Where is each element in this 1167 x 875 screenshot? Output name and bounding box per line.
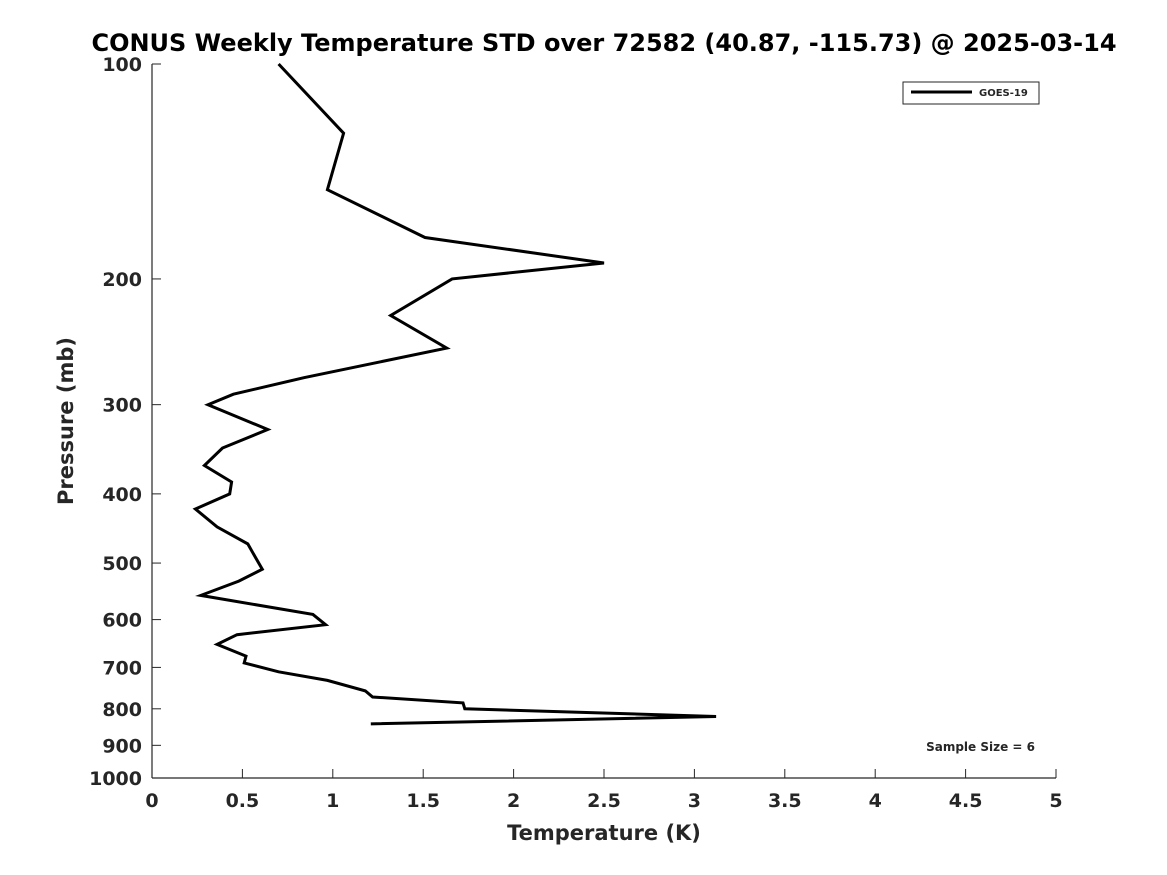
x-tick-label: 3	[688, 790, 701, 812]
x-tick-label: 4	[869, 790, 882, 812]
legend: GOES-19	[902, 81, 1040, 105]
y-axis-label: Pressure (mb)	[54, 337, 78, 505]
x-tick-label: 0.5	[226, 790, 260, 812]
x-tick-label: 3.5	[768, 790, 802, 812]
y-ticks: 100 200 300 400 500 600 700 800 900 1000	[89, 54, 161, 790]
chart-title: CONUS Weekly Temperature STD over 72582 …	[91, 29, 1116, 57]
y-tick-label: 100	[102, 54, 142, 76]
series-line-goes-19	[192, 62, 717, 726]
y-tick-label: 200	[102, 269, 142, 291]
x-tick-label: 5	[1049, 790, 1062, 812]
y-tick-label: 700	[102, 657, 142, 679]
y-tick-label: 800	[102, 699, 142, 721]
y-tick-label: 600	[102, 610, 142, 632]
y-tick-label: 500	[102, 553, 142, 575]
x-tick-label: 4.5	[949, 790, 983, 812]
y-tick-label: 300	[102, 395, 142, 417]
y-tick-label: 1000	[89, 768, 142, 790]
x-tick-label: 0	[145, 790, 158, 812]
legend-entry-label: GOES-19	[979, 88, 1028, 99]
x-ticks: 0 0.5 1 1.5 2 2.5 3 3.5 4 4.5 5	[145, 769, 1063, 812]
x-axis-label: Temperature (K)	[507, 821, 701, 845]
x-tick-label: 1	[326, 790, 339, 812]
x-tick-label: 1.5	[406, 790, 440, 812]
x-tick-label: 2	[507, 790, 520, 812]
sample-size-annotation: Sample Size = 6	[926, 740, 1035, 754]
x-tick-label: 2.5	[587, 790, 621, 812]
y-tick-label: 900	[102, 735, 142, 757]
y-tick-label: 400	[102, 484, 142, 506]
